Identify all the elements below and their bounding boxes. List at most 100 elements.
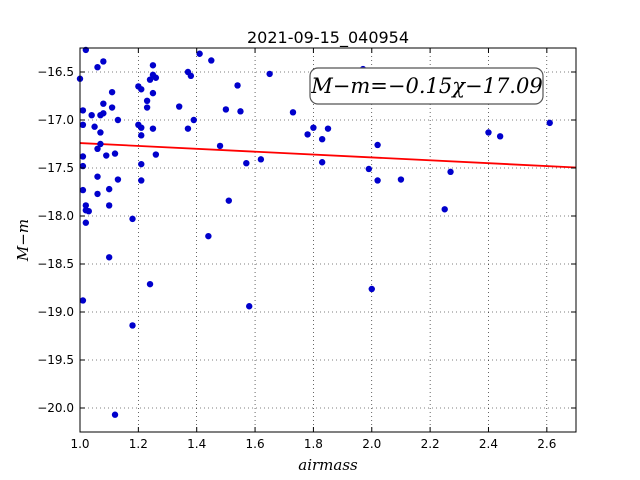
data-point [149, 62, 157, 69]
y-tick-label: −19.5 [37, 353, 74, 367]
data-point [105, 254, 113, 261]
x-tick-label: 1.0 [70, 437, 89, 451]
data-point [146, 76, 154, 83]
data-point [246, 303, 253, 310]
data-point [85, 208, 92, 215]
data-point [97, 129, 104, 136]
annotation-text: M−m=−0.15χ−17.09 [310, 74, 542, 98]
data-point [368, 285, 375, 293]
data-point [111, 150, 119, 157]
data-point [100, 100, 107, 107]
data-point [441, 206, 448, 213]
data-point [143, 104, 151, 111]
y-tick-label: −17.5 [37, 161, 74, 175]
x-tick-label: 2.6 [537, 437, 556, 451]
data-point [111, 411, 119, 418]
data-point [225, 197, 232, 204]
data-point [304, 131, 311, 138]
data-point [318, 136, 326, 143]
data-point [129, 215, 136, 223]
data-point [108, 88, 116, 96]
data-point [496, 133, 504, 140]
data-point [152, 151, 160, 158]
data-point [82, 219, 90, 226]
data-point [485, 129, 492, 136]
data-point [138, 132, 145, 139]
data-point [79, 297, 87, 304]
data-point [103, 152, 110, 159]
data-point [149, 89, 157, 97]
data-point [82, 202, 90, 209]
data-point [138, 86, 145, 93]
data-point [397, 176, 405, 183]
data-point [105, 202, 113, 209]
x-tick-label: 2.0 [362, 437, 381, 451]
data-point [310, 124, 317, 131]
fit-line-group [79, 142, 577, 169]
y-tick-label: −17.0 [37, 113, 74, 127]
annotation-box [309, 67, 544, 105]
data-point [208, 57, 215, 64]
y-tick-label: −20.0 [37, 401, 74, 415]
x-tick-label: 1.4 [187, 437, 206, 451]
data-point [447, 168, 454, 176]
data-point [100, 110, 107, 117]
data-point [146, 280, 154, 288]
x-tick-label: 1.8 [304, 437, 323, 451]
data-point [138, 160, 145, 168]
x-tick-label: 1.2 [129, 437, 148, 451]
data-points [76, 46, 553, 418]
data-point [184, 125, 192, 132]
data-point [152, 74, 160, 81]
data-point [176, 103, 183, 110]
data-point [97, 140, 104, 148]
y-tick-label: −19.0 [37, 305, 74, 319]
data-point [196, 50, 203, 57]
x-tick-label: 2.2 [421, 437, 440, 451]
y-tick-label: −16.5 [37, 65, 74, 79]
data-point [149, 125, 157, 132]
data-point [88, 112, 95, 119]
data-point [187, 72, 195, 80]
data-point [205, 232, 212, 240]
data-point [374, 141, 381, 149]
x-tick-label: 2.4 [479, 437, 498, 451]
data-point [365, 165, 373, 173]
x-tick-label: 1.6 [246, 437, 265, 451]
data-point [94, 63, 101, 71]
y-axis-ticks: −16.5 −17.0 −17.5 −18.0 −18.5 −19.0 −19.5 −20.0 [37, 65, 576, 415]
data-point [79, 186, 87, 194]
chart-title: 2021-09-15_040954 [247, 28, 409, 48]
data-point [94, 145, 101, 152]
x-axis-ticks: 1.0 1.2 1.4 1.6 1.8 2.0 2.2 2.4 2.6 [70, 48, 556, 451]
y-tick-label: −18.5 [37, 257, 74, 271]
y-tick-label: −18.0 [37, 209, 74, 223]
y-axis-label: M−m [14, 219, 32, 262]
data-point [243, 160, 250, 167]
data-point [108, 104, 116, 111]
data-point [237, 108, 244, 115]
data-point [216, 142, 224, 150]
fit-line [79, 142, 577, 169]
data-point [324, 125, 332, 132]
data-point [289, 109, 297, 116]
data-point [266, 70, 273, 78]
fit-annotation: M−m=−0.15χ−17.09 [309, 67, 544, 105]
data-point [318, 159, 326, 166]
data-point [138, 124, 145, 131]
data-point [79, 153, 87, 160]
data-point [222, 106, 230, 113]
data-point [114, 116, 122, 124]
data-point [94, 173, 101, 180]
data-point [79, 121, 87, 128]
data-point [138, 177, 145, 184]
data-point [374, 177, 381, 184]
data-point [257, 156, 265, 163]
data-point [79, 107, 87, 114]
data-point [100, 58, 107, 65]
data-point [91, 123, 98, 130]
plot-frame [79, 47, 577, 433]
x-axis-label: airmass [298, 456, 358, 474]
data-point [129, 322, 136, 329]
